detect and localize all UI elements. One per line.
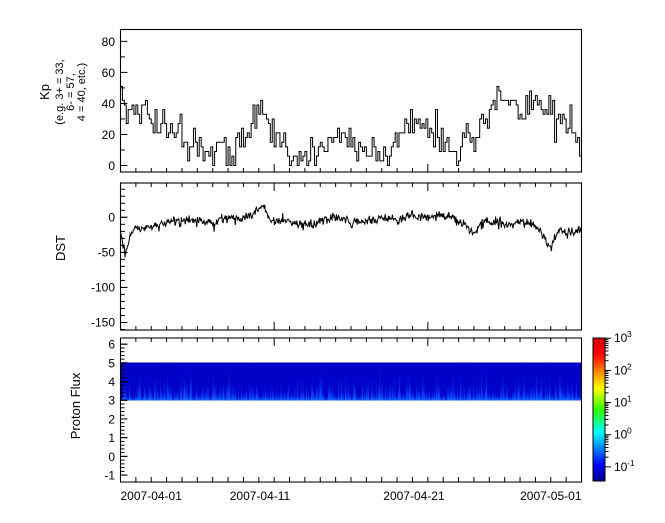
svg-text:4: 4 <box>108 375 115 389</box>
svg-text:3: 3 <box>108 394 115 408</box>
svg-text:0: 0 <box>108 450 115 464</box>
svg-text:1: 1 <box>108 431 115 445</box>
svg-text:60: 60 <box>102 66 116 80</box>
svg-text:80: 80 <box>102 35 116 49</box>
svg-text:0: 0 <box>627 426 632 436</box>
svg-text:2: 2 <box>627 361 632 371</box>
svg-text:2007-05-01: 2007-05-01 <box>520 489 582 503</box>
svg-text:10: 10 <box>614 331 628 345</box>
svg-text:2007-04-11: 2007-04-11 <box>230 489 291 503</box>
svg-text:-50: -50 <box>98 246 116 260</box>
svg-text:0: 0 <box>108 211 115 225</box>
svg-text:10: 10 <box>614 428 628 442</box>
svg-text:5: 5 <box>108 356 115 370</box>
svg-text:4 = 40, etc.): 4 = 40, etc.) <box>76 63 88 121</box>
svg-text:2007-04-21: 2007-04-21 <box>383 489 445 503</box>
svg-text:Proton Flux: Proton Flux <box>68 372 83 439</box>
svg-text:2007-04-01: 2007-04-01 <box>121 489 183 503</box>
svg-text:-100: -100 <box>91 281 115 295</box>
svg-text:10: 10 <box>614 363 628 377</box>
svg-text:-1: -1 <box>627 458 635 468</box>
svg-text:Kp: Kp <box>37 84 52 100</box>
svg-text:3: 3 <box>627 329 632 339</box>
svg-text:2: 2 <box>108 412 115 426</box>
svg-text:20: 20 <box>102 128 116 142</box>
svg-text:-150: -150 <box>91 316 115 330</box>
svg-text:-1: -1 <box>104 469 115 483</box>
svg-text:1: 1 <box>627 394 632 404</box>
svg-text:10: 10 <box>614 460 628 474</box>
svg-text:DST: DST <box>53 235 68 261</box>
svg-text:6: 6 <box>108 338 115 352</box>
svg-text:40: 40 <box>102 97 116 111</box>
svg-text:10: 10 <box>614 396 628 410</box>
svg-text:0: 0 <box>108 159 115 173</box>
